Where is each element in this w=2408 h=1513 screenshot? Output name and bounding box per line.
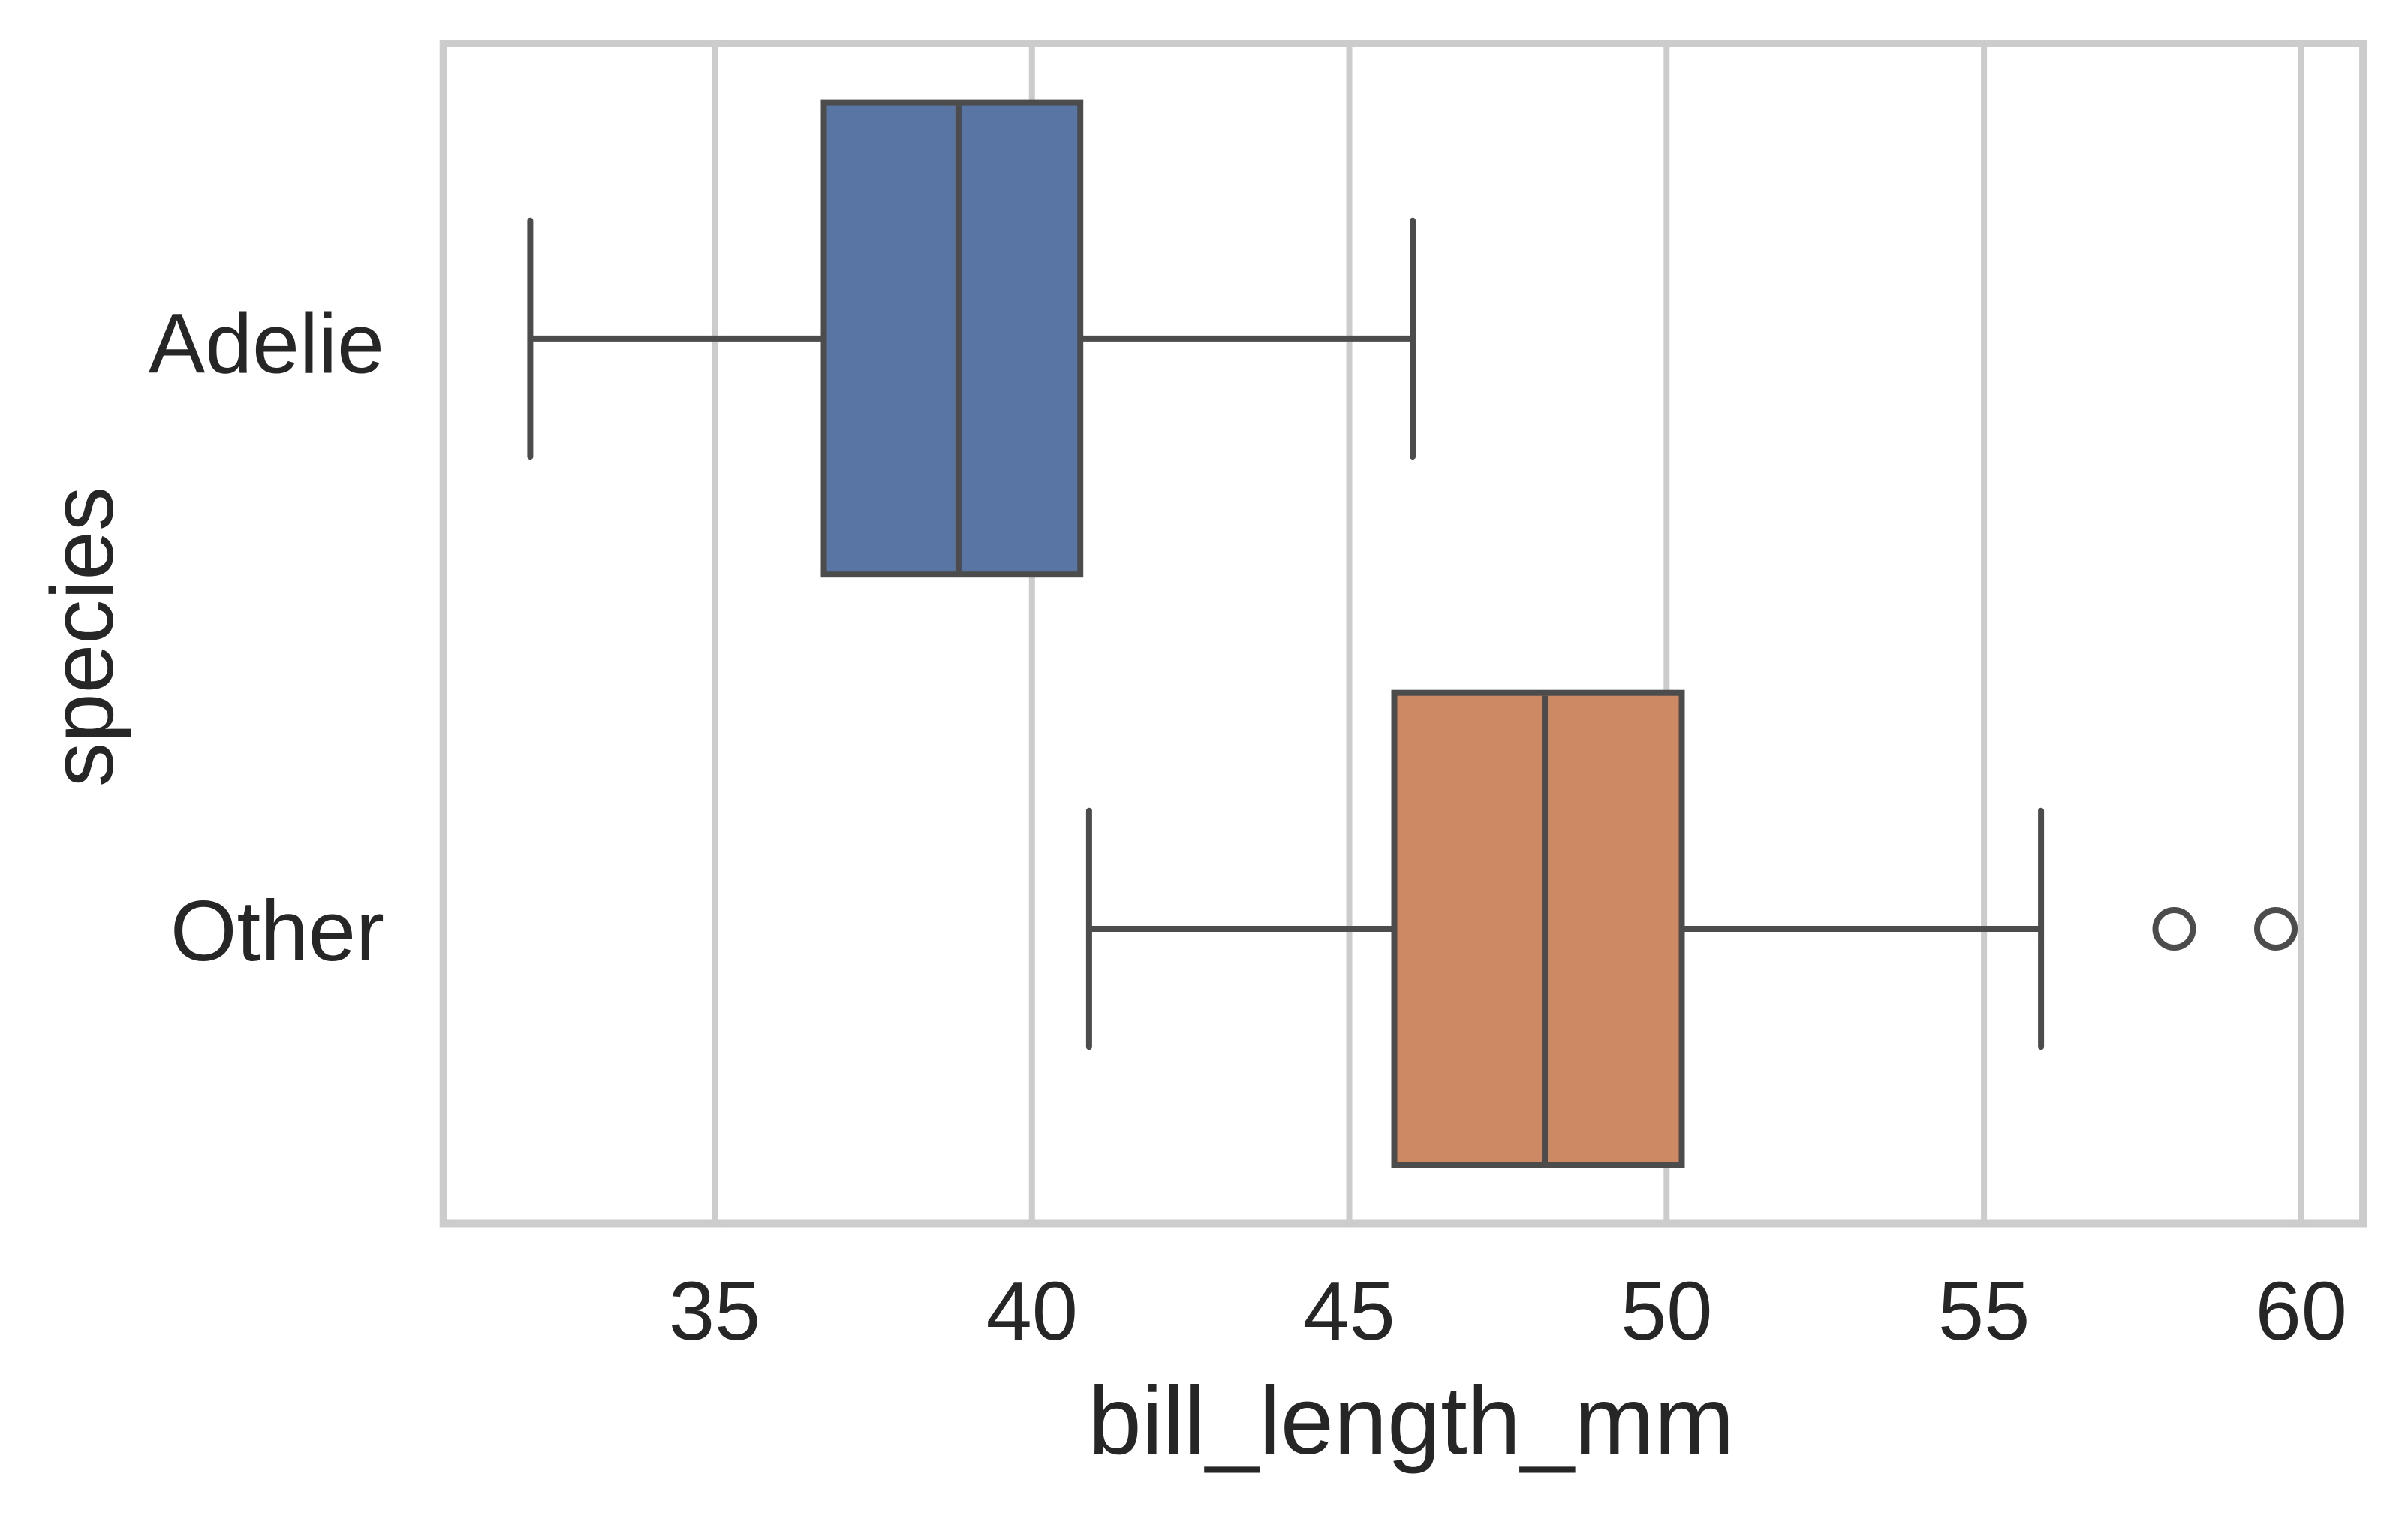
svg-text:bill_length_mm: bill_length_mm — [1088, 1367, 1735, 1475]
svg-text:Adelie: Adelie — [149, 297, 384, 391]
svg-text:Other: Other — [170, 884, 384, 979]
svg-text:40: 40 — [986, 1265, 1078, 1358]
svg-text:35: 35 — [669, 1265, 760, 1358]
svg-text:55: 55 — [1938, 1265, 2030, 1358]
svg-text:species: species — [33, 487, 132, 787]
svg-text:60: 60 — [2256, 1265, 2347, 1358]
svg-text:45: 45 — [1303, 1265, 1395, 1358]
svg-text:50: 50 — [1621, 1265, 1712, 1358]
